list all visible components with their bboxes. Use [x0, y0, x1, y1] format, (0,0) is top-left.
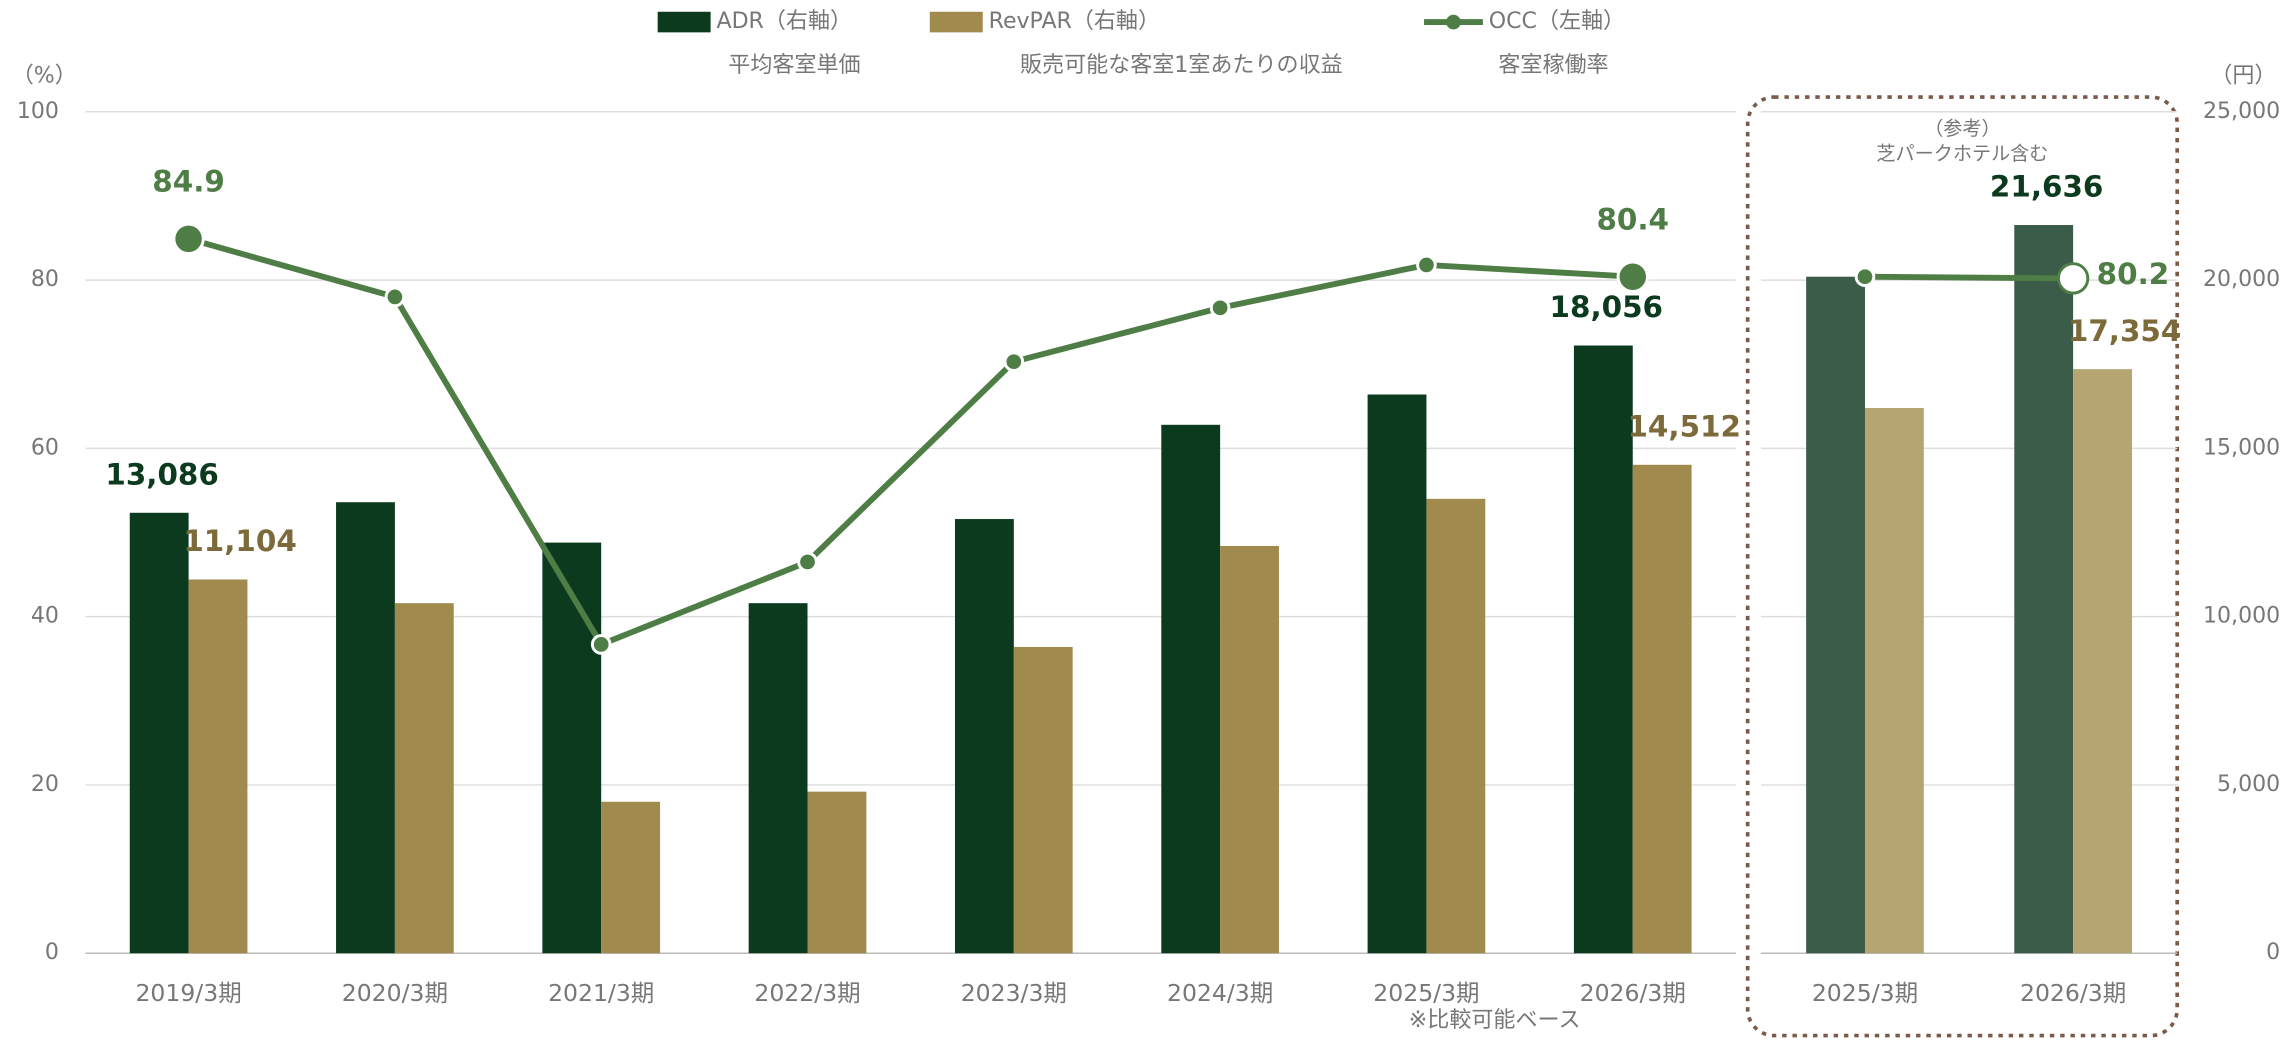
y2-tick-label: 0	[2266, 940, 2280, 965]
marker	[2056, 262, 2090, 295]
bar	[188, 579, 248, 954]
bar	[2014, 225, 2074, 954]
data-label: 13,086	[105, 458, 218, 492]
legend-swatch	[657, 11, 711, 33]
data-label: 17,354	[2068, 314, 2181, 348]
marker	[1416, 254, 1437, 276]
x-tick-label: 2019/3期	[135, 979, 241, 1007]
legend-label: ADR（右軸）	[716, 9, 852, 34]
y-axis-label: （%）	[12, 63, 77, 88]
bar	[1864, 407, 1924, 954]
legend-swatch	[929, 11, 983, 33]
bar	[1220, 545, 1279, 954]
marker	[172, 222, 205, 256]
x-tick-label: 2026/3期	[2020, 979, 2126, 1007]
marker	[1616, 260, 1649, 293]
y2-tick-label: 5,000	[2217, 772, 2280, 797]
bar	[1013, 646, 1073, 954]
legend-label: OCC（左軸）	[1489, 9, 1625, 34]
y-tick-label: 60	[31, 435, 59, 460]
y-tick-label: 0	[45, 940, 59, 965]
data-label: 18,056	[1550, 290, 1663, 324]
legend-description: 平均客室単価	[728, 53, 860, 78]
bar	[542, 542, 602, 954]
bar	[2073, 369, 2132, 954]
bar	[1632, 464, 1692, 954]
x-tick-label: 2024/3期	[1167, 979, 1273, 1007]
bar	[394, 603, 454, 954]
data-label: 11,104	[183, 524, 296, 558]
y-tick-label: 80	[31, 267, 59, 292]
bar	[129, 512, 189, 954]
x-tick-label: 2026/3期	[1580, 979, 1686, 1007]
bar	[1806, 276, 1865, 954]
bar	[336, 502, 395, 954]
bar	[1367, 394, 1427, 954]
bar	[1426, 498, 1486, 954]
legend-description: 販売可能な客室1室あたりの収益	[1020, 53, 1343, 78]
x-tick-label: 2021/3期	[548, 979, 654, 1007]
marker	[1209, 297, 1231, 319]
marker	[797, 551, 818, 573]
bar	[1161, 424, 1221, 954]
y2-tick-label: 10,000	[2203, 604, 2280, 629]
data-label: 80.4	[1596, 202, 1669, 236]
data-label: 84.9	[152, 164, 225, 198]
legend-label: RevPAR（右軸）	[989, 9, 1160, 34]
marker	[1854, 266, 1876, 288]
x-tick-label: 2025/3期	[1812, 979, 1918, 1007]
data-label: 80.2	[2097, 257, 2170, 291]
bar	[807, 791, 867, 954]
bar	[601, 801, 661, 954]
bar	[954, 519, 1014, 954]
reference-frame	[1745, 95, 2180, 1038]
y2-tick-label: 25,000	[2203, 99, 2280, 124]
x-tick-label: 2025/3期	[1373, 979, 1479, 1007]
reference-title: （参考）	[1924, 117, 2000, 140]
marker	[590, 634, 612, 655]
y-tick-label: 20	[31, 772, 59, 797]
note: ※比較可能ベース	[1409, 1008, 1581, 1033]
x-tick-label: 2023/3期	[961, 979, 1067, 1007]
y2-tick-label: 20,000	[2203, 267, 2280, 292]
data-label: 14,512	[1627, 410, 1740, 444]
x-tick-label: 2020/3期	[342, 979, 448, 1007]
bar	[1573, 345, 1633, 954]
data-label: 21,636	[1990, 170, 2103, 204]
line	[187, 236, 1633, 649]
line	[1864, 273, 2074, 282]
y2-axis-label: （円）	[2210, 63, 2276, 88]
reference-title: 芝パークホテル含む	[1876, 142, 2048, 165]
y-tick-label: 100	[17, 99, 59, 124]
y2-tick-label: 15,000	[2203, 435, 2280, 460]
legend-swatch	[1446, 14, 1461, 30]
legend-description: 客室稼働率	[1498, 53, 1608, 78]
marker	[384, 286, 406, 308]
x-tick-label: 2022/3期	[754, 979, 860, 1007]
marker	[1003, 351, 1025, 372]
y-tick-label: 40	[31, 604, 59, 629]
bar	[748, 603, 808, 954]
